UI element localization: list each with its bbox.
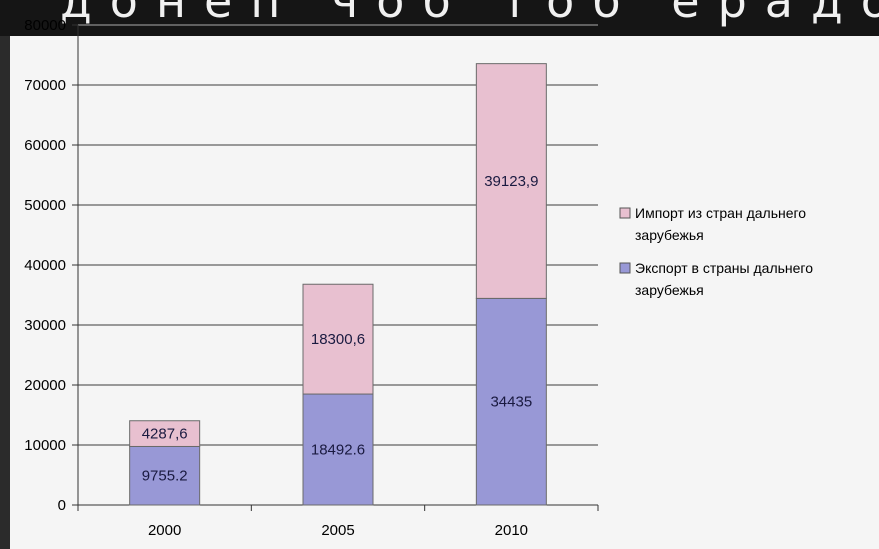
ytick-label-80000: 80000 xyxy=(24,17,66,34)
slide-title-fragment: донеп чоб тоб ерадоб xyxy=(60,0,879,28)
legend-label-import-line1: Импорт из стран дальнего xyxy=(635,205,806,221)
ytick-label-40000: 40000 xyxy=(24,257,66,274)
data-label-export-2005: 18492.6 xyxy=(311,442,365,459)
bar-export-2000 xyxy=(129,445,201,506)
ytick-label-70000: 70000 xyxy=(24,77,66,94)
xtick-label-2000: 2000 xyxy=(148,522,181,539)
data-label-export-2010: 34435 xyxy=(490,394,532,411)
legend: Импорт из стран дальнего зарубежья Экспорт… xyxy=(619,205,813,298)
bar-import-2000 xyxy=(129,420,201,447)
data-label-import-2000: 4287,6 xyxy=(142,426,188,443)
ytick-label-0: 0 xyxy=(58,497,66,514)
ytick-label-50000: 50000 xyxy=(24,197,66,214)
legend-swatch-export xyxy=(619,262,631,274)
ytick-label-30000: 30000 xyxy=(24,317,66,334)
slide-title-band: донеп чоб тоб ерадоб xyxy=(0,0,879,36)
bar-export-2005 xyxy=(302,393,374,506)
data-label-import-2005: 18300,6 xyxy=(311,331,365,348)
data-label-export-2000: 9755.2 xyxy=(142,468,188,485)
ytick-label-20000: 20000 xyxy=(24,377,66,394)
bar-import-2010 xyxy=(475,63,547,299)
legend-label-import-line2: зарубежья xyxy=(635,227,704,243)
legend-label-export-line1: Экспорт в страны дальнего xyxy=(635,260,813,276)
xtick-label-2010: 2010 xyxy=(495,522,528,539)
ytick-label-60000: 60000 xyxy=(24,137,66,154)
xtick-label-2005: 2005 xyxy=(321,522,354,539)
legend-label-export-line2: зарубежья xyxy=(635,282,704,298)
legend-swatch-import xyxy=(619,207,631,219)
bars xyxy=(129,63,547,506)
data-labels: 9755.2 4287,6 18492.6 18300,6 34435 39123,9 xyxy=(142,173,539,485)
bar-export-2010 xyxy=(475,297,547,506)
bar-import-2005 xyxy=(302,283,374,395)
data-label-import-2010: 39123,9 xyxy=(484,173,538,190)
ytick-label-10000: 10000 xyxy=(24,437,66,454)
